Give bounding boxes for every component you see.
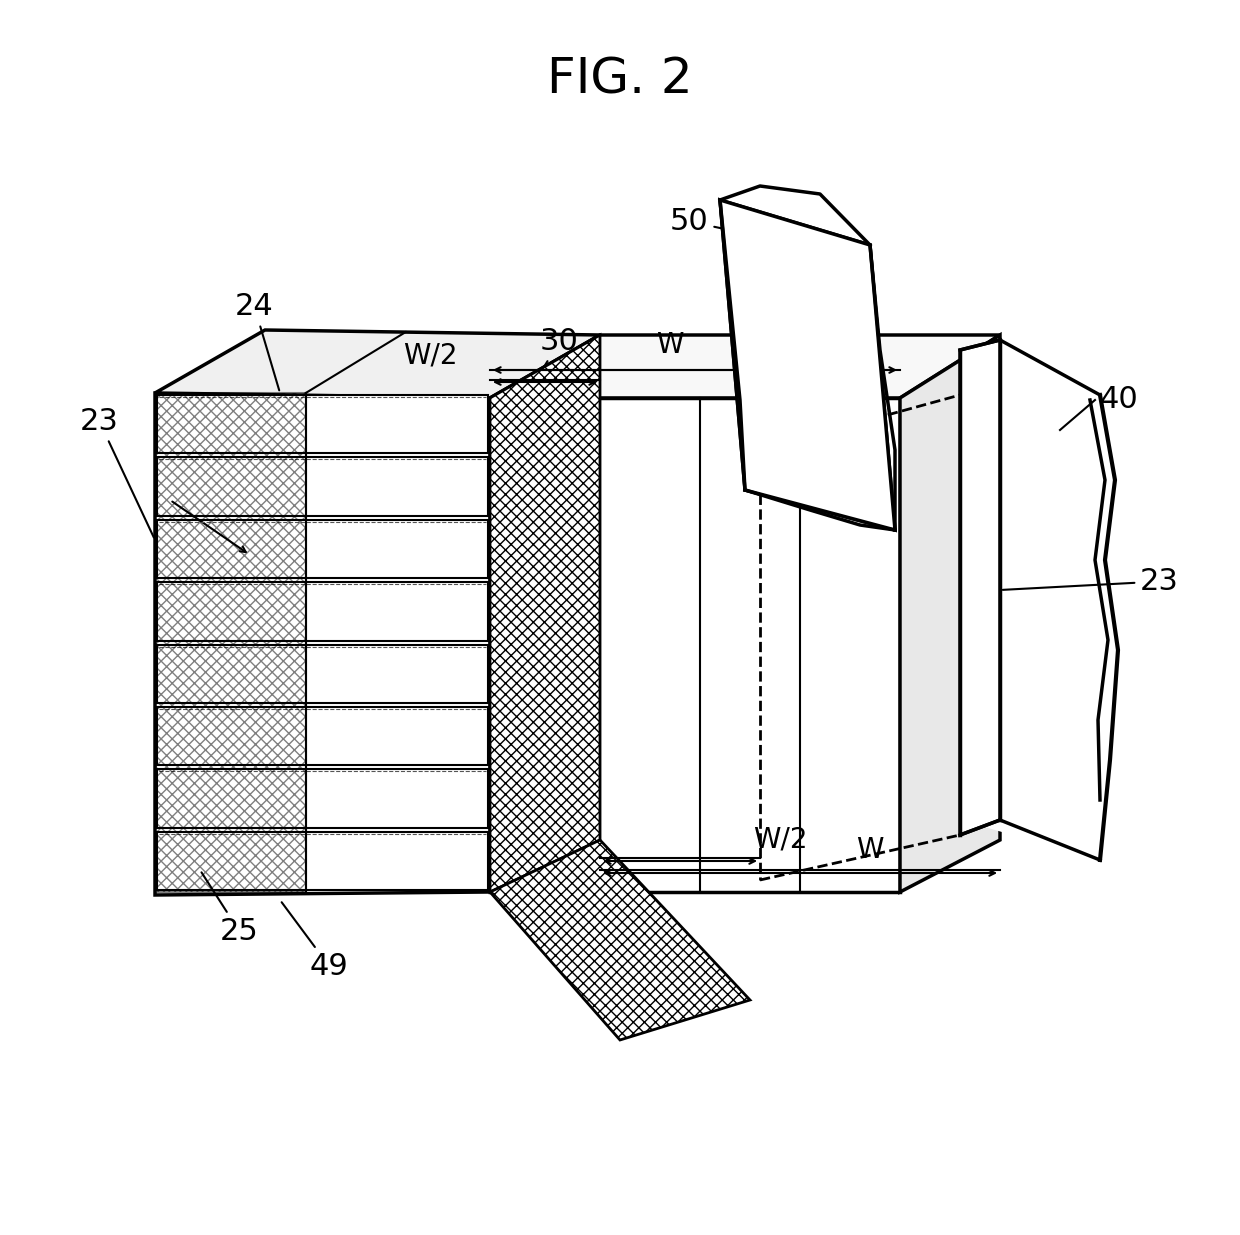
Polygon shape [157,645,489,703]
Text: 23: 23 [81,408,154,537]
Text: W: W [656,331,683,359]
Text: W: W [857,836,884,864]
Polygon shape [157,457,489,516]
Text: 30: 30 [533,327,579,385]
Polygon shape [900,335,999,892]
Polygon shape [157,582,489,641]
Polygon shape [155,393,490,895]
Text: 23: 23 [1003,567,1179,597]
Text: 40: 40 [1100,385,1138,415]
Text: W/2: W/2 [753,826,807,853]
Text: 50: 50 [670,207,795,247]
Polygon shape [960,350,1100,860]
Polygon shape [157,520,489,578]
Polygon shape [720,200,895,530]
Polygon shape [157,769,489,827]
Polygon shape [157,395,489,453]
Text: 80: 80 [583,923,639,951]
Polygon shape [720,200,895,530]
Text: 49: 49 [281,903,348,981]
Polygon shape [157,706,489,766]
Text: 25: 25 [201,872,259,946]
Polygon shape [490,335,600,892]
Polygon shape [960,340,999,835]
Text: W/2: W/2 [403,341,458,369]
Polygon shape [155,330,600,398]
Polygon shape [490,840,750,1040]
Polygon shape [490,335,999,398]
Text: 24: 24 [236,291,279,390]
Polygon shape [157,831,489,890]
Polygon shape [490,398,900,892]
Text: FIG. 2: FIG. 2 [547,56,693,104]
